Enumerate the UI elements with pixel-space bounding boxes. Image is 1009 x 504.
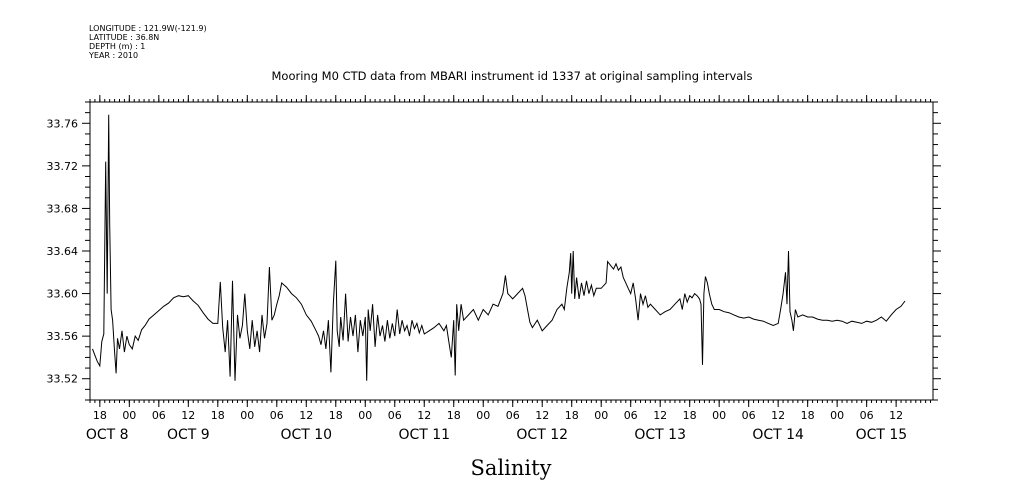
x-hour-tick-label: 00 xyxy=(830,409,844,422)
x-hour-tick-label: 06 xyxy=(624,409,638,422)
x-hour-tick-label: 00 xyxy=(594,409,608,422)
longitude-text: LONGITUDE : 121.9W(-121.9) xyxy=(89,24,207,33)
x-hour-tick-label: 12 xyxy=(771,409,785,422)
location-header: LONGITUDE : 121.9W(-121.9) LATITUDE : 36… xyxy=(88,24,207,60)
x-hour-tick-label: 06 xyxy=(506,409,520,422)
y-tick-label: 33.56 xyxy=(47,330,79,343)
x-day-label: OCT 15 xyxy=(856,427,908,443)
x-hour-tick-label: 18 xyxy=(683,409,697,422)
y-tick-label: 33.68 xyxy=(47,202,79,215)
y-tick-label: 33.52 xyxy=(47,373,79,386)
x-day-label: OCT 11 xyxy=(398,427,450,443)
x-day-label: OCT 12 xyxy=(516,427,568,443)
x-hour-tick-label: 18 xyxy=(447,409,461,422)
x-day-label: OCT 9 xyxy=(167,427,210,443)
x-tick-labels: 18 00 06 12 18 00 06 12 18 00 06 12 18 00 06 12 18 00 06 12… xyxy=(86,409,907,443)
x-hour-tick-label: 00 xyxy=(476,409,490,422)
y-tick-label: 33.64 xyxy=(47,245,79,258)
x-hour-tick-label: 18 xyxy=(565,409,579,422)
y-tick-label: 33.76 xyxy=(47,117,79,130)
x-hour-tick-label: 00 xyxy=(712,409,726,422)
x-hour-tick-label: 18 xyxy=(801,409,815,422)
plot-frame xyxy=(89,101,934,401)
y-tick-labels: 33.52 33.56 33.60 33.64 33.68 33.72 33.76 xyxy=(47,117,79,385)
year-text: YEAR : 2010 xyxy=(88,51,138,60)
depth-text: DEPTH (m) : 1 xyxy=(89,42,145,51)
x-hour-tick-label: 06 xyxy=(152,409,166,422)
x-hour-tick-label: 00 xyxy=(240,409,254,422)
x-hour-tick-label: 12 xyxy=(181,409,195,422)
x-day-label: OCT 8 xyxy=(86,427,129,443)
series-line xyxy=(92,114,906,381)
chart-title: Mooring M0 CTD data from MBARI instrumen… xyxy=(272,69,753,83)
x-axis-label: Salinity xyxy=(471,456,552,480)
y-tick-label: 33.72 xyxy=(47,160,79,173)
x-hour-tick-label: 06 xyxy=(388,409,402,422)
x-hour-tick-label: 00 xyxy=(122,409,136,422)
x-hour-tick-label: 12 xyxy=(889,409,903,422)
x-day-label: OCT 13 xyxy=(634,427,686,443)
x-hour-tick-label: 06 xyxy=(742,409,756,422)
x-day-label: OCT 10 xyxy=(280,427,332,443)
x-hour-tick-label: 18 xyxy=(329,409,343,422)
series-group xyxy=(92,114,906,381)
y-tick-label: 33.60 xyxy=(47,288,79,301)
x-hour-tick-label: 12 xyxy=(653,409,667,422)
x-hour-tick-label: 12 xyxy=(299,409,313,422)
x-hour-tick-label: 18 xyxy=(211,409,225,422)
x-hour-tick-label: 06 xyxy=(860,409,874,422)
x-hour-tick-label: 00 xyxy=(358,409,372,422)
x-hour-tick-label: 12 xyxy=(417,409,431,422)
x-hour-tick-label: 06 xyxy=(270,409,284,422)
axis-ticks xyxy=(82,95,941,407)
x-hour-tick-label: 18 xyxy=(93,409,107,422)
x-hour-tick-label: 12 xyxy=(535,409,549,422)
latitude-text: LATITUDE : 36.8N xyxy=(89,33,159,42)
x-day-label: OCT 14 xyxy=(752,427,804,443)
